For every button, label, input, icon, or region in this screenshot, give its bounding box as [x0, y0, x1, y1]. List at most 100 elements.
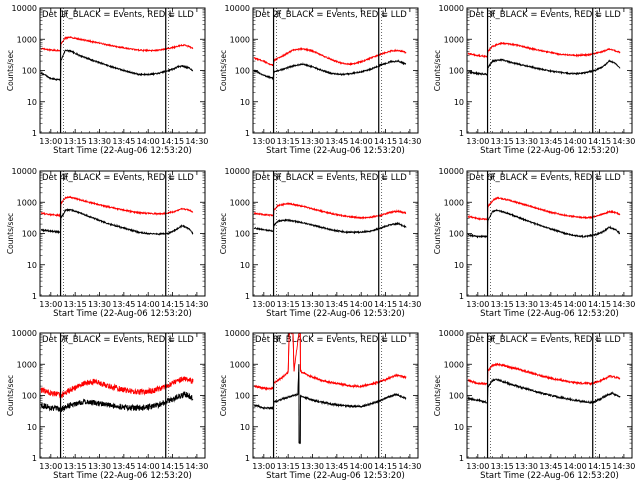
panel-title: Det 3(_BLACK = Events, RED = LLD — [469, 10, 621, 20]
series-lld-line — [40, 35, 194, 53]
y-tick-label: 10000 — [12, 329, 37, 338]
marker-label-F: F — [491, 10, 496, 20]
x-tick-label: 13:45 — [539, 462, 562, 471]
series-events-line — [253, 59, 407, 81]
y-axis-title: Counts/sec — [6, 213, 15, 254]
y-tick-label: 1 — [459, 129, 464, 138]
x-tick-label: 14:15 — [588, 300, 611, 309]
panel-title: Det 7(_BLACK = Events, RED = LLD — [42, 335, 194, 345]
y-tick-label: 10000 — [225, 329, 250, 338]
y-tick-label: 100 — [235, 230, 250, 239]
x-tick-label: 13:30 — [515, 300, 538, 309]
x-tick-label: 14:00 — [137, 137, 160, 146]
y-tick-label: 1000 — [230, 198, 250, 207]
y-tick-label: 1000 — [444, 198, 464, 207]
series-lld-spike — [287, 333, 290, 373]
y-tick-label: 10000 — [439, 4, 464, 13]
x-tick-label: 13:15 — [491, 137, 514, 146]
x-tick-label: 14:00 — [137, 462, 160, 471]
x-tick-label: 14:00 — [137, 300, 160, 309]
y-tick-label: 10 — [240, 261, 250, 270]
y-axis-title: Counts/sec — [6, 50, 15, 91]
series-lld-line — [253, 46, 407, 67]
y-tick-label: 100 — [449, 230, 464, 239]
series-lld-line — [40, 376, 194, 400]
series-events-line — [40, 49, 194, 82]
y-tick-label: 1 — [32, 129, 37, 138]
marker-label-L: L — [596, 173, 601, 183]
y-tick-label: 100 — [235, 392, 250, 401]
y-tick-label: 1 — [245, 292, 250, 301]
series-events-line — [40, 207, 194, 236]
series-events-line — [467, 208, 621, 239]
x-tick-label: 13:30 — [88, 137, 111, 146]
series-lld-line — [467, 41, 621, 59]
series-events-line — [253, 372, 407, 445]
y-axis-title: Counts/sec — [433, 213, 442, 254]
x-tick-label: 13:15 — [277, 462, 300, 471]
y-tick-label: 100 — [235, 67, 250, 76]
marker-label-F: F — [64, 335, 69, 345]
x-tick-label: 14:30 — [185, 462, 208, 471]
y-tick-label: 1000 — [444, 35, 464, 44]
x-axis-title: Start Time (22-Aug-06 12:53:20) — [53, 146, 192, 156]
y-tick-label: 10000 — [439, 329, 464, 338]
y-axis-title: Counts/sec — [219, 375, 228, 416]
marker-label-L: L — [169, 173, 174, 183]
y-tick-label: 100 — [449, 392, 464, 401]
marker-label-L: L — [382, 173, 387, 183]
x-tick-label: 13:00 — [252, 300, 275, 309]
y-tick-label: 1000 — [17, 360, 37, 369]
y-tick-label: 10 — [27, 98, 37, 107]
x-tick-label: 13:00 — [466, 462, 489, 471]
panel-title: Det 5(_BLACK = Events, RED = LLD — [255, 173, 407, 183]
x-tick-label: 13:45 — [325, 137, 348, 146]
x-tick-label: 14:15 — [374, 462, 397, 471]
panel-title: Det 4(_BLACK = Events, RED = LLD — [42, 173, 194, 183]
x-tick-label: 13:30 — [515, 137, 538, 146]
series-lld-line — [253, 333, 407, 391]
y-tick-label: 1000 — [444, 360, 464, 369]
marker-label-L: L — [169, 335, 174, 345]
x-tick-label: 14:00 — [350, 137, 373, 146]
marker-label-F: F — [277, 335, 282, 345]
marker-label-L: L — [382, 335, 387, 345]
y-tick-label: 10000 — [12, 4, 37, 13]
y-tick-label: 10 — [454, 261, 464, 270]
y-axis-title: Counts/sec — [219, 213, 228, 254]
x-tick-label: 14:15 — [588, 462, 611, 471]
x-tick-label: 13:00 — [39, 462, 62, 471]
x-tick-label: 14:30 — [398, 462, 421, 471]
y-tick-label: 1 — [459, 454, 464, 463]
y-tick-label: 1 — [245, 454, 250, 463]
x-tick-label: 13:00 — [466, 300, 489, 309]
x-tick-label: 14:30 — [612, 300, 635, 309]
y-axis-title: Counts/sec — [219, 50, 228, 91]
x-tick-label: 13:45 — [539, 300, 562, 309]
x-tick-label: 14:00 — [564, 300, 587, 309]
x-tick-label: 13:00 — [39, 137, 62, 146]
y-tick-label: 10 — [454, 98, 464, 107]
marker-label-L: L — [382, 10, 387, 20]
x-tick-label: 13:00 — [252, 462, 275, 471]
marker-label-F: F — [64, 173, 69, 183]
marker-label-F: F — [277, 10, 282, 20]
x-tick-label: 14:30 — [612, 462, 635, 471]
x-tick-label: 13:15 — [64, 300, 87, 309]
y-tick-label: 100 — [449, 67, 464, 76]
x-axis-title: Start Time (22-Aug-06 12:53:20) — [480, 309, 619, 319]
x-tick-label: 14:15 — [161, 462, 184, 471]
y-tick-label: 100 — [22, 392, 37, 401]
series-events-line — [467, 378, 621, 405]
y-tick-label: 1000 — [230, 35, 250, 44]
x-tick-label: 14:30 — [612, 137, 635, 146]
x-axis-title: Start Time (22-Aug-06 12:53:20) — [480, 146, 619, 156]
x-tick-label: 13:30 — [88, 462, 111, 471]
y-tick-label: 1 — [459, 292, 464, 301]
panel-title: Det 1(_BLACK = Events, RED = LLD — [42, 10, 194, 20]
series-events-line — [253, 218, 407, 235]
panel-title: Det 9(_BLACK = Events, RED = LLD — [469, 335, 621, 345]
